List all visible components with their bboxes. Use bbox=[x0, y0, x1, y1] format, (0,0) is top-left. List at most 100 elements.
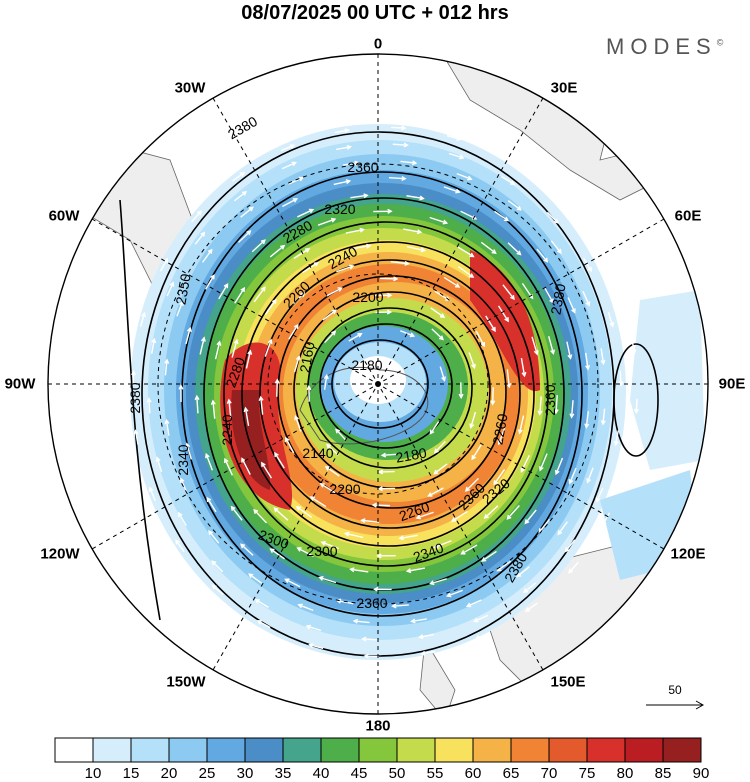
wind-vector-head bbox=[433, 448, 439, 454]
wind-vector-head bbox=[376, 553, 382, 559]
wind-vector bbox=[392, 143, 408, 146]
colorbar-tick-label: 15 bbox=[123, 765, 140, 782]
wind-vector bbox=[429, 216, 447, 224]
wind-vector-head bbox=[206, 496, 212, 503]
wind-vector-head bbox=[169, 281, 175, 287]
wind-vector-head bbox=[554, 469, 560, 476]
wind-vector bbox=[430, 307, 445, 318]
wind-vector bbox=[288, 324, 299, 340]
wind-vector bbox=[296, 506, 313, 518]
wind-vector-head bbox=[285, 436, 290, 443]
wind-vector bbox=[520, 358, 526, 377]
wind-vector-head bbox=[491, 249, 497, 254]
wind-vector bbox=[428, 487, 444, 497]
colorbar-tick-label: 85 bbox=[655, 765, 672, 782]
lon-label-90e: 90E bbox=[718, 375, 746, 393]
lon-label-90w: 90W bbox=[4, 375, 36, 393]
wind-vector-head bbox=[223, 457, 229, 464]
wind-vector-head bbox=[557, 530, 563, 536]
wind-vector-head bbox=[415, 514, 421, 520]
wind-vector-head bbox=[223, 282, 229, 289]
contour-label: 2180 bbox=[394, 444, 428, 465]
colorbar-tick-label: 50 bbox=[389, 765, 406, 782]
wind-vector-head bbox=[163, 257, 168, 263]
colorbar-swatch bbox=[434, 737, 474, 763]
wind-vector bbox=[244, 407, 250, 426]
contour-label: 2180 bbox=[351, 357, 382, 373]
wind-vector-head bbox=[337, 287, 343, 292]
wind-vector bbox=[506, 505, 520, 520]
wind-vector-head bbox=[504, 317, 509, 323]
wind-vector-head bbox=[240, 286, 246, 293]
wind-vector bbox=[159, 258, 168, 272]
wind-vector bbox=[240, 543, 254, 556]
wind-vector bbox=[447, 589, 463, 597]
wind-vector-head bbox=[366, 243, 372, 249]
wind-vector bbox=[446, 134, 461, 140]
wind-vector-head bbox=[357, 333, 363, 338]
wind-vector-head bbox=[295, 355, 301, 361]
wind-vector-head bbox=[438, 335, 444, 341]
wind-vector-head bbox=[464, 486, 470, 492]
wind-vector-head bbox=[401, 125, 407, 131]
wind-vector bbox=[382, 453, 397, 457]
brand-text: MODES bbox=[606, 34, 717, 59]
wind-vector bbox=[448, 152, 464, 159]
wind-vector bbox=[494, 210, 509, 222]
wind-vector-head bbox=[427, 492, 433, 497]
wind-vector bbox=[281, 162, 296, 170]
contour-label: 2350 bbox=[172, 272, 193, 306]
wind-vector bbox=[234, 287, 245, 304]
wind-vector-head bbox=[455, 283, 461, 288]
wind-vector bbox=[624, 457, 631, 471]
wind-vector bbox=[434, 540, 452, 549]
wind-vector-head bbox=[600, 359, 606, 366]
wind-vector bbox=[176, 301, 184, 317]
wind-vector-head bbox=[568, 479, 574, 485]
wind-vector bbox=[336, 265, 354, 273]
wind-vector-head bbox=[493, 480, 499, 486]
wind-vector-head bbox=[313, 262, 320, 267]
wind-vector-head bbox=[403, 142, 409, 148]
wind-vector-head bbox=[210, 274, 215, 280]
contour-label: 2160 bbox=[296, 340, 317, 374]
wind-vector bbox=[586, 467, 594, 483]
wind-vector bbox=[507, 242, 521, 256]
wind-vector-head bbox=[211, 584, 217, 590]
wind-vector-head bbox=[420, 247, 427, 253]
wind-vector bbox=[261, 462, 273, 479]
wind-vector-head bbox=[631, 349, 637, 355]
wind-vector-head bbox=[524, 607, 531, 613]
wind-vector-head bbox=[516, 572, 522, 578]
wind-vector-head bbox=[309, 496, 315, 501]
wind-vector bbox=[212, 584, 224, 596]
wind-vector bbox=[194, 232, 205, 245]
colorbar-tick-label: 25 bbox=[199, 765, 216, 782]
wind-vector bbox=[451, 510, 468, 522]
wind-vector bbox=[297, 547, 314, 557]
wind-vector bbox=[350, 194, 368, 199]
wind-vector-head bbox=[292, 198, 299, 203]
wind-vector-head bbox=[269, 548, 275, 553]
colorbar-swatch bbox=[320, 737, 360, 763]
wind-vector bbox=[506, 369, 510, 388]
wind-vector-head bbox=[289, 144, 296, 149]
wind-vector bbox=[493, 469, 506, 485]
wind-vector bbox=[134, 430, 139, 445]
wind-vector-head bbox=[373, 586, 379, 592]
wind-vector-head bbox=[230, 505, 236, 511]
wind-vector bbox=[321, 541, 339, 550]
wind-vector-head bbox=[458, 393, 464, 400]
wind-vector bbox=[255, 599, 269, 608]
wind-vector-head bbox=[480, 341, 485, 348]
wind-vector-head bbox=[429, 429, 435, 435]
wind-vector bbox=[285, 578, 301, 588]
speed-max-west-core bbox=[231, 390, 271, 490]
wind-vector bbox=[566, 341, 572, 359]
wind-vector bbox=[362, 638, 378, 641]
wind-vector bbox=[546, 188, 558, 200]
wind-vector-head bbox=[226, 398, 232, 404]
wind-vector-head bbox=[241, 457, 246, 463]
colorbar-swatch bbox=[624, 737, 664, 763]
reference-vector-label: 50 bbox=[668, 683, 682, 697]
